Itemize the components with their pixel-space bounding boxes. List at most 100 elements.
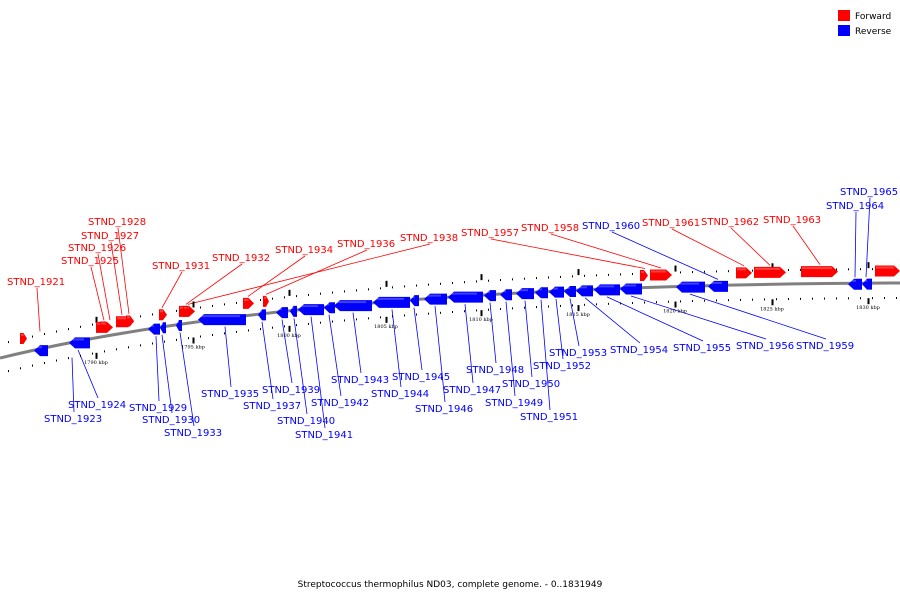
gene-label: STND_1943 [331, 375, 389, 386]
minor-tick [836, 297, 837, 300]
gene-arrow [243, 297, 254, 309]
gene-label: STND_1948 [466, 365, 524, 376]
gene-label: STND_1946 [415, 404, 473, 415]
gene-arrow-highlight [755, 267, 780, 270]
minor-tick [488, 308, 489, 311]
minor-tick [176, 309, 177, 312]
gene-label: STND_1933 [164, 428, 222, 439]
minor-tick [212, 304, 213, 307]
minor-tick [848, 297, 849, 300]
gene-arrow-highlight [536, 288, 542, 291]
minor-tick [800, 297, 801, 300]
gene-label: STND_1921 [7, 277, 65, 288]
minor-tick [716, 270, 717, 273]
minor-tick [56, 330, 57, 333]
gene-arrow-highlight [863, 279, 867, 282]
tick-label: 1815 kbp [566, 312, 590, 318]
gene-label: STND_1959 [796, 341, 854, 352]
gene-arrow [176, 319, 182, 331]
gene-arrow-body [516, 288, 534, 300]
gene-arrow-body [298, 304, 324, 316]
leader-line [490, 238, 646, 269]
gene-arrow [535, 287, 548, 299]
tick-label: 1830 kbp [856, 305, 880, 311]
kbp-ticks: 1790 kbp 1795 kbp 1800 kbp 1805 kbp 1810 kbp… [84, 262, 880, 366]
gene-label: STND_1932 [212, 253, 270, 264]
gene-arrow-highlight [449, 292, 477, 295]
minor-tick [212, 333, 213, 336]
gene-label: STND_1963 [763, 215, 821, 226]
gene-arrow-highlight [160, 310, 163, 313]
gene-arrow-body [564, 285, 576, 297]
minor-tick [344, 290, 345, 293]
minor-tick [56, 359, 57, 362]
gene-arrow-body [676, 281, 705, 293]
legend-forward-label: Forward [855, 12, 891, 22]
minor-tick [704, 299, 705, 302]
minor-tick [188, 337, 189, 340]
minor-tick [284, 325, 285, 328]
gene-arrow-highlight [264, 296, 266, 299]
gene-label: STND_1947 [443, 385, 501, 396]
minor-tick [836, 268, 837, 271]
gene-arrow-body [334, 300, 372, 312]
gene-label: STND_1944 [371, 389, 429, 400]
gene-label: STND_1937 [243, 401, 301, 412]
gene-arrow-highlight [101, 322, 106, 325]
gene-arrow-highlight [161, 323, 163, 326]
minor-tick [476, 280, 477, 283]
leader-line [161, 271, 183, 308]
gene-arrow-body [576, 285, 593, 297]
gene-arrow [34, 345, 48, 357]
gene-arrow-body [410, 295, 419, 307]
minor-tick [512, 307, 513, 310]
minor-tick [332, 320, 333, 323]
major-tick-mark [674, 265, 677, 272]
gene-arrow-body [183, 305, 190, 317]
minor-tick [164, 340, 165, 343]
gene-arrow [100, 321, 112, 333]
minor-tick [452, 281, 453, 284]
minor-tick [500, 279, 501, 282]
minor-tick [236, 330, 237, 333]
tick-label: 1805 kbp [374, 324, 398, 330]
minor-tick [368, 317, 369, 320]
minor-tick [248, 329, 249, 332]
gene-arrow-body [801, 266, 838, 278]
gene-arrow-body [176, 319, 182, 331]
minor-tick [224, 303, 225, 306]
gene-arrow-body [875, 265, 900, 277]
minor-tick [728, 270, 729, 273]
minor-tick [392, 315, 393, 318]
gene-arrow [448, 291, 483, 303]
tick-label: 1820 kbp [663, 309, 687, 315]
leader-line [550, 233, 662, 269]
leader-line [524, 300, 533, 378]
gene-arrow [69, 337, 90, 349]
major-tick-mark [480, 310, 483, 317]
gene-arrow-body [159, 309, 167, 321]
gene-arrow-body [708, 280, 728, 292]
leader-line [328, 314, 342, 397]
legend: Forward Reverse [838, 10, 892, 37]
leader-line [97, 253, 111, 321]
minor-tick [548, 305, 549, 308]
minor-tick [8, 370, 9, 373]
minor-tick [896, 297, 897, 300]
gene-label: STND_1928 [88, 217, 146, 228]
gene-arrow-body [620, 283, 642, 295]
minor-tick [800, 268, 801, 271]
minor-tick [584, 303, 585, 306]
gene-arrow-highlight [802, 267, 832, 270]
gene-label: STND_1951 [520, 412, 578, 423]
gene-arrow-highlight [35, 346, 42, 349]
gene-arrow-highlight [577, 286, 587, 289]
gene-arrow [708, 280, 728, 292]
minor-tick [500, 308, 501, 311]
gene-arrow-body [324, 302, 335, 314]
major-tick-mark [385, 280, 388, 287]
gene-arrow-body [290, 305, 297, 317]
minor-tick [464, 310, 465, 313]
minor-tick [692, 300, 693, 303]
genome-caption: Streptococcus thermophilus ND03, complet… [298, 580, 603, 590]
